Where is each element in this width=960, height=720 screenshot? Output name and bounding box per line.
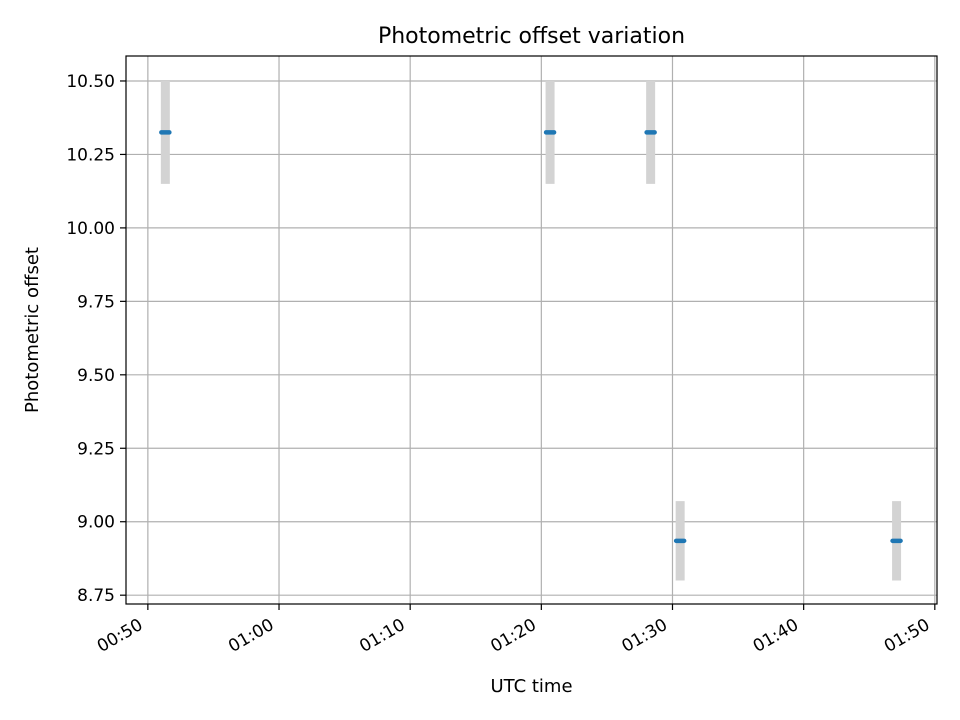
x-tick-label: 01:30 <box>619 615 671 657</box>
x-tick-label: 01:40 <box>750 615 802 657</box>
y-tick-label: 10.00 <box>66 219 115 239</box>
x-tick-label: 01:50 <box>881 615 933 657</box>
y-tick-label: 8.75 <box>77 586 115 606</box>
x-axis: 00:50 01:00 01:10 01:20 01:30 01:40 01:50 <box>94 604 936 657</box>
y-axis-label: Photometric offset <box>22 247 43 413</box>
y-axis: 8.75 9.00 9.25 9.50 9.75 10.00 10.25 10.50 <box>66 72 126 606</box>
plot-frame <box>125 55 938 605</box>
y-tick-label: 9.25 <box>77 439 115 459</box>
x-tick-label: 01:10 <box>356 615 408 657</box>
grid <box>126 56 937 604</box>
y-tick-label: 9.50 <box>77 366 115 386</box>
x-axis-label: UTC time <box>490 676 572 697</box>
x-tick-label: 00:50 <box>94 615 146 657</box>
data-points <box>159 130 903 544</box>
x-tick-label: 01:20 <box>487 615 539 657</box>
error-bars <box>160 80 902 581</box>
chart-title: Photometric offset variation <box>378 24 685 49</box>
x-tick-label: 01:00 <box>225 615 277 657</box>
y-tick-label: 10.25 <box>66 145 115 165</box>
y-tick-label: 10.50 <box>66 72 115 92</box>
y-tick-label: 9.75 <box>77 292 115 312</box>
y-tick-label: 9.00 <box>77 513 115 533</box>
